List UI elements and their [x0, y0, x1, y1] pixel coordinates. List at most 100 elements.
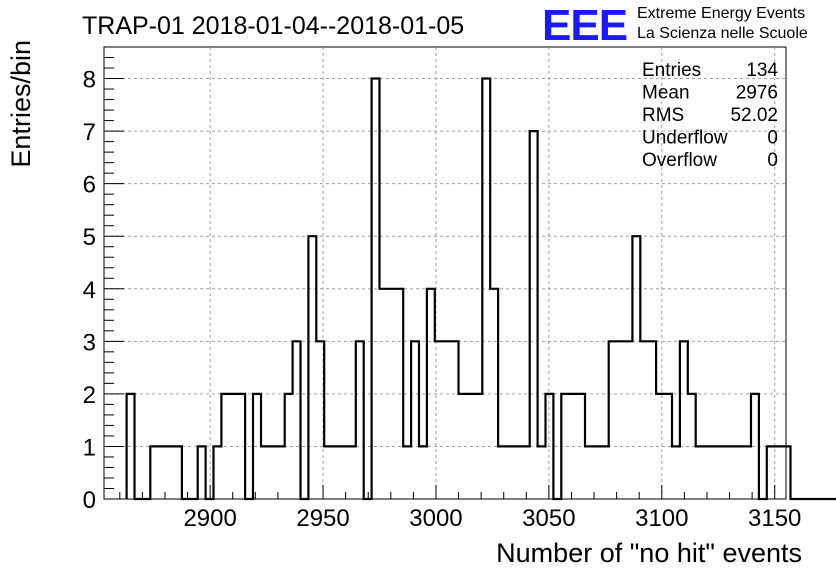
logo-line-2: La Scienza nelle Scuole	[637, 25, 808, 42]
y-tick-label: 3	[83, 329, 96, 356]
histogram-bar	[451, 341, 459, 499]
histogram-bar	[380, 289, 388, 499]
eee-logo: EEE Extreme Energy Events La Scienza nel…	[542, 1, 808, 50]
x-tick-label: 3050	[522, 505, 575, 532]
histogram-bar	[474, 394, 482, 499]
histogram-bar	[680, 341, 688, 499]
x-tick-label: 3150	[748, 505, 801, 532]
plot-frame	[103, 46, 787, 500]
y-tick-label: 8	[83, 67, 96, 94]
histogram-bar	[372, 79, 380, 499]
stats-value: 134	[746, 60, 778, 81]
histogram-bar	[316, 341, 324, 499]
x-tick-label: 2950	[296, 505, 349, 532]
histogram-bar	[727, 446, 735, 499]
chart-title: TRAP-01 2018-01-04--2018-01-05	[82, 12, 464, 40]
histogram-bar	[775, 446, 783, 499]
histogram-bar	[150, 446, 158, 499]
histogram-bar	[648, 341, 656, 499]
x-axis-label: Number of "no hit" events	[496, 538, 802, 568]
stats-label: Underflow	[642, 128, 728, 149]
histogram-bar	[198, 446, 206, 499]
eee-logo-mark: EEE	[542, 1, 627, 50]
y-tick-label: 4	[83, 277, 96, 304]
histogram-bar	[459, 394, 467, 499]
histogram-bar	[158, 446, 166, 499]
histogram-bar	[127, 394, 135, 499]
histogram-bar	[356, 341, 364, 499]
histogram-bar	[632, 236, 640, 499]
histogram-bar	[348, 446, 356, 499]
histogram-bar	[261, 446, 269, 499]
y-tick-label: 1	[83, 434, 96, 461]
y-tick-label: 6	[83, 172, 96, 199]
histogram-line	[125, 77, 836, 501]
stats-value: 0	[767, 128, 778, 149]
histogram-bar	[253, 394, 261, 499]
histogram-bar	[530, 131, 538, 499]
stats-label: Mean	[642, 83, 690, 104]
histogram-bar	[427, 289, 435, 499]
histogram-bar	[577, 394, 585, 499]
histogram-bar	[332, 446, 340, 499]
y-axis-ticks: 0 1 2 3 4 5 6 7 8	[83, 57, 124, 514]
histogram-bar	[403, 446, 411, 499]
y-axis-label: Entries/bin	[6, 40, 36, 168]
stats-label: Entries	[642, 60, 701, 81]
histogram-bar	[545, 394, 553, 499]
histogram-bar	[688, 394, 696, 499]
histogram-bar	[466, 394, 474, 499]
histogram-bar	[506, 446, 514, 499]
x-axis-ticks: 2900 2950 3000 3050 3100 3150	[119, 485, 801, 532]
histogram-bar	[585, 446, 593, 499]
histogram-bar	[237, 394, 245, 499]
histogram-bar	[514, 446, 522, 499]
histogram-bar	[743, 446, 751, 499]
histogram-bar	[601, 446, 609, 499]
histogram-bar	[522, 446, 530, 499]
histogram-bar	[609, 341, 617, 499]
histogram-bar	[569, 394, 577, 499]
histogram-bar	[490, 289, 498, 499]
histogram-bar	[656, 394, 664, 499]
histogram-bar	[387, 289, 395, 499]
histogram-bar	[783, 446, 791, 499]
histogram-bar	[324, 446, 332, 499]
histogram-bar	[308, 236, 316, 499]
histogram-bar	[498, 446, 506, 499]
histogram-bar	[735, 446, 743, 499]
stats-value: 52.02	[730, 105, 778, 126]
histogram-bar	[617, 341, 625, 499]
histogram-bar	[711, 446, 719, 499]
histogram-bar	[229, 394, 237, 499]
histogram-bar	[166, 446, 174, 499]
stats-value: 2976	[736, 83, 778, 104]
y-tick-label: 7	[83, 119, 96, 146]
histogram-bar	[340, 446, 348, 499]
histogram-bar	[704, 446, 712, 499]
histogram-bar	[640, 341, 648, 499]
histogram-bar	[696, 446, 704, 499]
histogram-bar	[767, 446, 775, 499]
histogram-bar	[482, 79, 490, 499]
histogram-bar	[561, 394, 569, 499]
histogram-bar	[214, 446, 222, 499]
histogram-bar	[664, 394, 672, 499]
histogram-bar	[443, 341, 451, 499]
histogram-bar	[751, 394, 759, 499]
histogram-bar	[419, 446, 427, 499]
histogram-bar	[285, 394, 293, 499]
histogram-bar	[719, 446, 727, 499]
histogram-bar	[221, 394, 229, 499]
histogram-bar	[672, 446, 680, 499]
x-tick-label: 3000	[409, 505, 462, 532]
histogram-bar	[277, 446, 285, 499]
histogram-bar	[395, 289, 403, 499]
y-tick-label: 2	[83, 382, 96, 409]
histogram-bar	[593, 446, 601, 499]
histogram-bar	[625, 341, 633, 499]
y-tick-label: 5	[83, 224, 96, 251]
logo-line-1: Extreme Energy Events	[637, 5, 805, 22]
